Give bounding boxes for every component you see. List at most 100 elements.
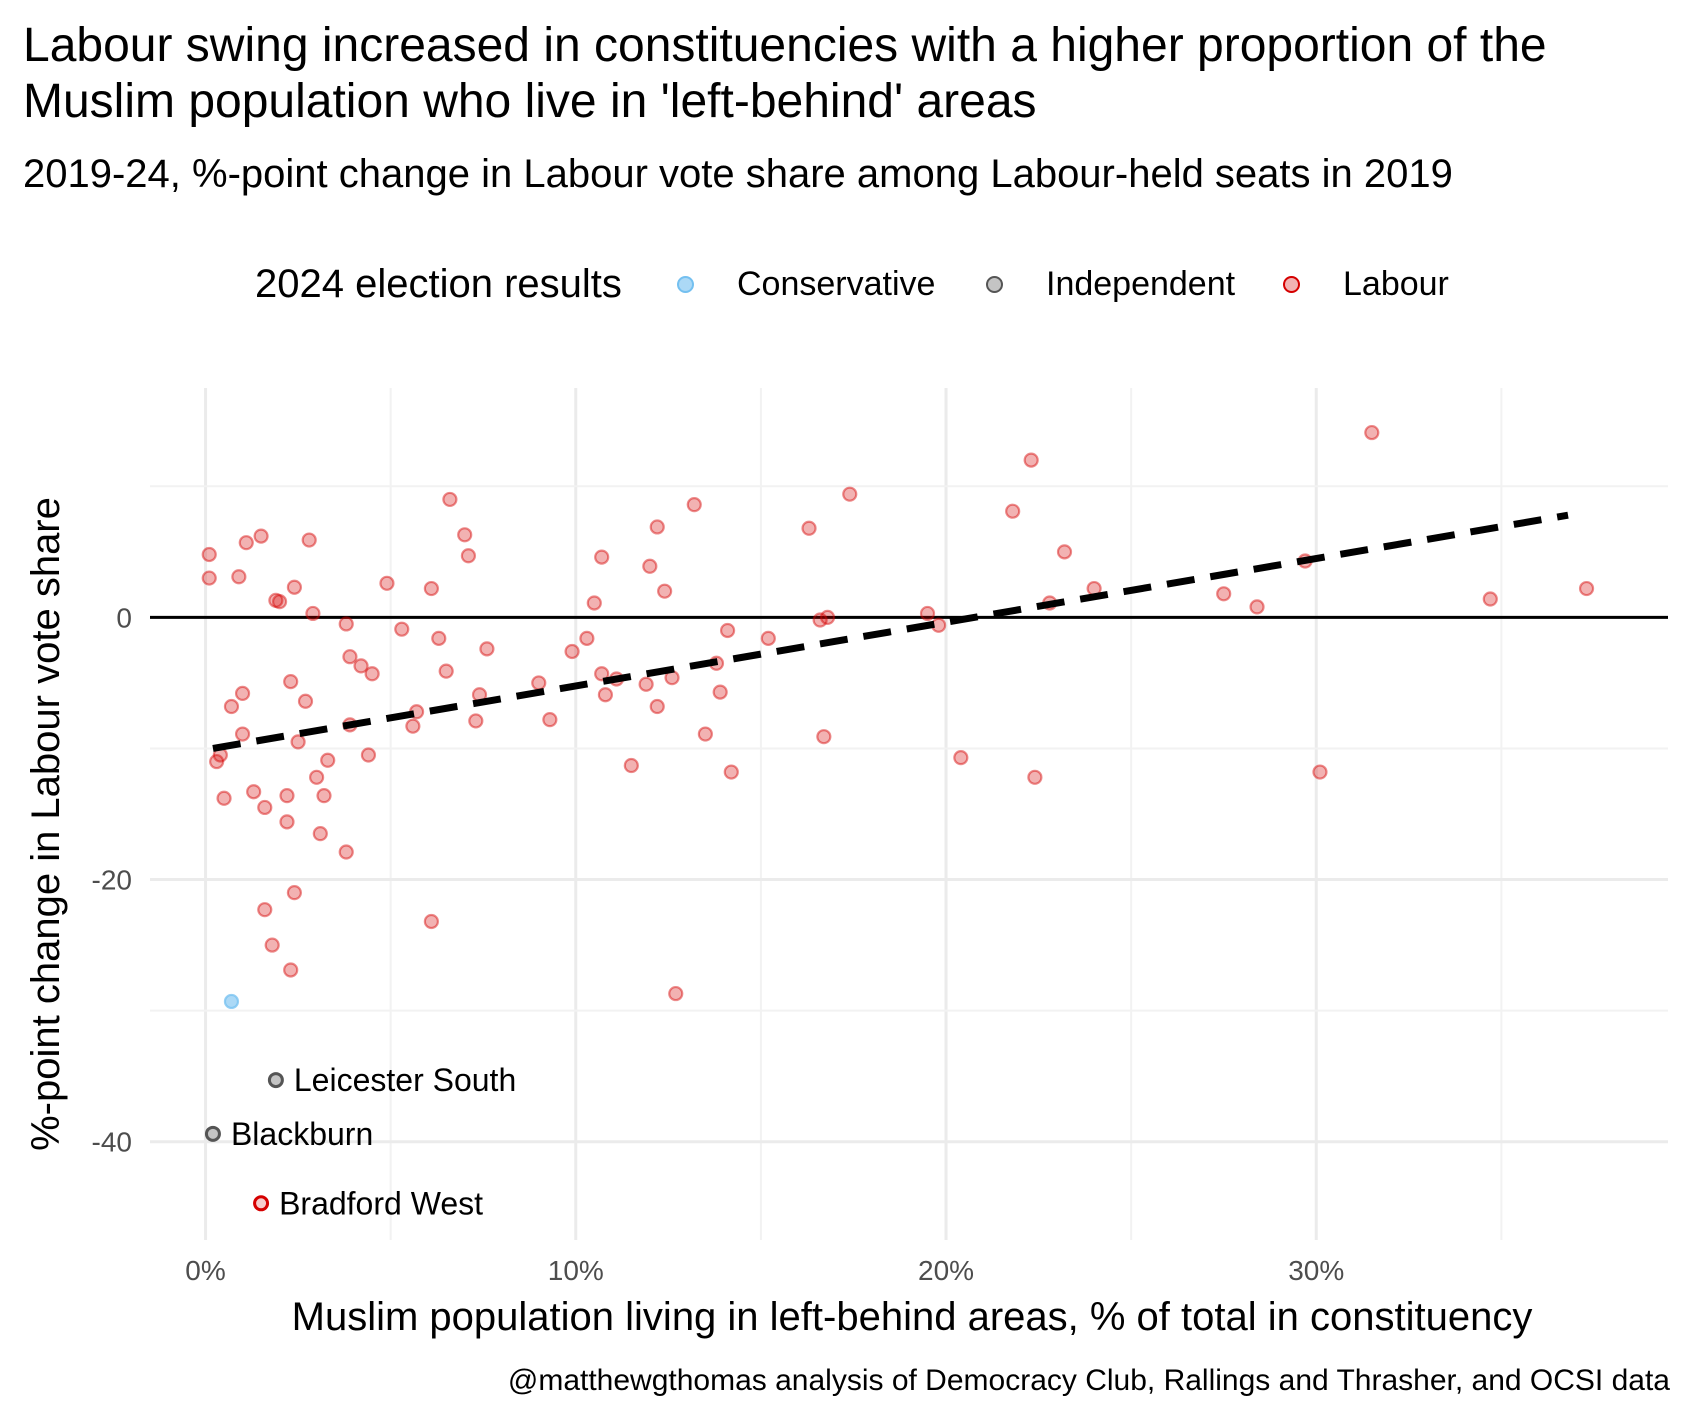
- data-point-labour: [842, 486, 858, 502]
- y-tick-label: -40: [92, 1127, 132, 1158]
- data-point-labour: [531, 675, 547, 691]
- data-point-labour: [1056, 544, 1073, 560]
- data-point-labour: [297, 693, 314, 709]
- data-point-labour: [812, 612, 828, 628]
- data-point-labour: [312, 826, 328, 842]
- data-point-labour: [283, 674, 299, 690]
- x-tick-label: 0%: [185, 1255, 225, 1286]
- data-point-labour: [668, 985, 684, 1002]
- data-point-labour: [479, 641, 495, 657]
- data-point-labour: [719, 622, 736, 639]
- x-tick-label: 30%: [1288, 1255, 1344, 1286]
- data-point-labour: [801, 520, 817, 536]
- data-point-labour: [342, 649, 358, 665]
- chart-title: Labour swing increased in constituencies…: [23, 18, 1688, 130]
- data-point-labour: [283, 962, 299, 978]
- data-point-labour: [216, 790, 232, 806]
- x-axis-title: Muslim population living in left-behind …: [292, 1295, 1533, 1339]
- data-point-labour: [201, 546, 217, 563]
- data-point-labour: [279, 788, 295, 804]
- data-point-labour: [760, 630, 776, 646]
- legend-key-independent: [986, 276, 1003, 293]
- data-point-labour: [1482, 591, 1498, 607]
- data-point-labour: [394, 621, 410, 637]
- point-label: Bradford West: [279, 1185, 483, 1221]
- data-point-labour: [586, 595, 602, 611]
- data-point-conservative: [223, 993, 240, 1010]
- data-point-labour: [301, 532, 317, 548]
- data-point-labour: [819, 609, 836, 625]
- data-point-labour: [816, 729, 832, 745]
- data-point-labour: [657, 583, 673, 599]
- point-label: Leicester South: [294, 1062, 516, 1098]
- data-point-labour: [209, 753, 225, 770]
- data-point-labour: [360, 747, 377, 763]
- data-point-labour: [231, 569, 247, 585]
- data-point-labour: [438, 663, 454, 679]
- data-point-labour: [1005, 503, 1021, 519]
- data-point-labour: [649, 519, 665, 535]
- legend-title: 2024 election results: [255, 262, 622, 306]
- data-point-labour: [1578, 580, 1595, 597]
- chart-title-text: Labour swing increased in constituencies…: [23, 19, 1547, 128]
- data-point-labour: [257, 799, 273, 816]
- data-point-labour: [1023, 452, 1039, 468]
- data-point-labour: [649, 698, 665, 715]
- data-point-labour: [268, 592, 284, 608]
- data-point-labour: [423, 580, 439, 597]
- data-point-labour: [309, 769, 325, 785]
- data-point-labour: [686, 497, 702, 513]
- data-point-labour: [597, 687, 614, 703]
- data-point-labour: [305, 605, 321, 622]
- data-point-labour: [442, 491, 458, 508]
- data-point-labour: [457, 527, 473, 543]
- data-point-labour: [594, 666, 610, 682]
- data-point-labour: [542, 712, 558, 728]
- chart-caption: @matthewgthomas analysis of Democracy Cl…: [507, 1364, 1670, 1397]
- data-point-labour: [234, 685, 251, 702]
- data-point-labour: [638, 676, 654, 692]
- data-point-labour: [1312, 764, 1328, 780]
- legend-key-labour: [1283, 276, 1300, 293]
- data-point-labour: [405, 718, 421, 734]
- data-point-labour: [279, 814, 295, 830]
- data-point-labour: [201, 570, 217, 586]
- data-point-labour: [579, 630, 595, 646]
- data-point-labour: [338, 844, 354, 860]
- data-point-labour: [234, 726, 251, 742]
- y-axis-title: %-point change in Labour vote share: [24, 497, 68, 1151]
- data-point-independent: [204, 1125, 221, 1142]
- data-point-labour: [316, 788, 332, 804]
- data-point-labour: [264, 937, 280, 953]
- data-point-labour: [253, 528, 269, 544]
- y-tick-label: -20: [92, 865, 132, 896]
- data-point-labour: [353, 658, 369, 674]
- trend-line: [212, 511, 1569, 752]
- data-point-labour: [286, 885, 302, 901]
- y-tick-label: 0: [116, 602, 132, 633]
- data-point-labour: [1364, 424, 1380, 441]
- point-label: Blackburn: [231, 1116, 373, 1152]
- chart-subtitle: 2019-24, %-point change in Labour vote s…: [23, 152, 1453, 196]
- data-point-labour: [623, 757, 639, 774]
- legend-label-independent: Independent: [1046, 265, 1236, 303]
- data-point-labour: [238, 535, 254, 551]
- x-tick-label: 20%: [918, 1255, 974, 1286]
- data-point-labour: [723, 764, 739, 780]
- data-point-labour: [320, 752, 336, 768]
- data-point-labour: [712, 684, 728, 700]
- data-point-labour: [697, 726, 713, 742]
- data-point-labour: [423, 913, 439, 930]
- data-point-labour: [223, 698, 240, 715]
- data-point-labour: [564, 643, 580, 660]
- data-point-labour: [286, 579, 302, 595]
- data-point-labour: [1249, 599, 1265, 615]
- data-point-labour: [338, 616, 354, 632]
- x-tick-label: 10%: [548, 1255, 604, 1286]
- data-point-labour: [290, 734, 306, 750]
- legend: 2024 election results Conservative Indep…: [0, 259, 1688, 309]
- data-point-labour: [468, 713, 484, 729]
- data-point-labour: [919, 605, 936, 622]
- legend-key-conservative: [677, 276, 694, 293]
